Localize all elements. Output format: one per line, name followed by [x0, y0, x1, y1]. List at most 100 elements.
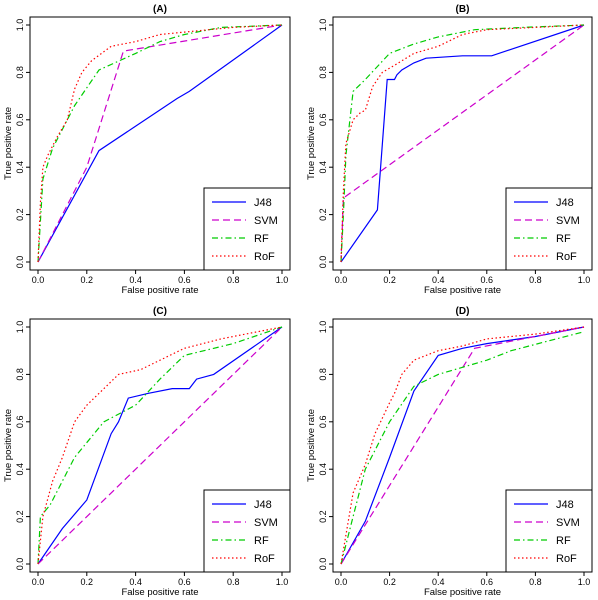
x-axis-label: False positive rate [424, 285, 501, 296]
y-tick-label: 0.8 [318, 368, 328, 381]
x-tick-label: 0.8 [529, 275, 542, 285]
y-tick-label: 0.2 [318, 510, 328, 523]
legend: J48 SVM RF RoF [203, 489, 291, 573]
y-tick-label: 0.2 [318, 208, 328, 221]
series-line-rof [340, 326, 585, 565]
x-tick-label: 0.2 [383, 577, 396, 587]
x-tick-label: 0.2 [81, 577, 94, 587]
series-line-rf [37, 326, 283, 565]
series-line-rof [340, 24, 585, 263]
legend-label: RoF [556, 553, 577, 565]
x-axis-label: False positive rate [424, 587, 501, 598]
y-tick-label: 0.2 [15, 510, 25, 523]
panel-4: (D) 0.0 0.2 0.4 0.6 0.8 1.0 0.0 0.2 0.4 0.6 0.8 1.0 F… [306, 306, 593, 598]
y-tick-label: 0.6 [318, 114, 328, 127]
x-tick-label: 0.4 [129, 275, 142, 285]
x-tick-label: 1.0 [578, 275, 591, 285]
series-line-rof [37, 326, 283, 565]
y-axis-label: True positive rate [306, 409, 317, 482]
legend-label: J48 [254, 197, 272, 209]
y-tick-label: 0.8 [15, 66, 25, 79]
y-tick-label: 1.0 [15, 19, 25, 32]
legend-label: RoF [254, 553, 275, 565]
x-tick-label: 0.4 [432, 275, 445, 285]
y-tick-label: 0.4 [318, 463, 328, 476]
panel-2: (B) 0.0 0.2 0.4 0.6 0.8 1.0 0.0 0.2 0.4 0.6 0.8 1.0 F… [306, 4, 593, 296]
series-line-svm [37, 326, 283, 565]
x-tick-label: 0.0 [32, 275, 45, 285]
x-tick-label: 0.0 [32, 577, 45, 587]
panel-title: (C) [153, 306, 167, 317]
y-tick-label: 0.0 [15, 256, 25, 269]
y-tick-label: 1.0 [318, 19, 328, 32]
series-line-j48 [37, 326, 283, 565]
legend-label: J48 [556, 499, 574, 511]
x-tick-label: 1.0 [578, 577, 591, 587]
panel-title: (A) [153, 4, 167, 15]
x-axis-label: False positive rate [121, 285, 198, 296]
legend: J48 SVM RF RoF [505, 489, 593, 573]
y-tick-label: 0.6 [318, 416, 328, 429]
x-tick-label: 0.2 [81, 275, 94, 285]
series-line-j48 [37, 24, 283, 263]
series-line-j48 [340, 326, 585, 565]
x-tick-label: 1.0 [276, 577, 289, 587]
x-tick-label: 0.4 [129, 577, 142, 587]
legend-label: SVM [254, 517, 278, 529]
panel-3: (C) 0.0 0.2 0.4 0.6 0.8 1.0 0.0 0.2 0.4 0.6 0.8 1.0 F… [3, 306, 291, 598]
legend-label: SVM [556, 517, 580, 529]
plot-frame [332, 16, 593, 271]
legend-label: RoF [254, 251, 275, 263]
panel-title: (B) [456, 4, 470, 15]
y-tick-label: 0.0 [318, 256, 328, 269]
x-tick-label: 0.6 [178, 275, 191, 285]
legend-label: RoF [556, 251, 577, 263]
x-tick-label: 1.0 [276, 275, 289, 285]
y-tick-label: 0.6 [15, 416, 25, 429]
y-axis-label: True positive rate [3, 107, 14, 180]
legend-label: SVM [254, 215, 278, 227]
legend-box [505, 489, 593, 573]
y-tick-label: 0.6 [15, 114, 25, 127]
panel-1: (A) 0.0 0.2 0.4 0.6 0.8 1.0 0.0 0.2 0.4 0.6 0.8 1.0 F… [3, 4, 291, 296]
series-line-rf [340, 24, 585, 263]
legend-box [203, 489, 291, 573]
legend: J48 SVM RF RoF [505, 187, 593, 271]
plot-frame [29, 16, 291, 271]
y-tick-label: 0.8 [15, 368, 25, 381]
legend-label: J48 [556, 197, 574, 209]
plot-frame [29, 318, 291, 573]
x-axis-label: False positive rate [121, 587, 198, 598]
y-tick-label: 0.4 [15, 463, 25, 476]
legend-box [505, 187, 593, 271]
legend-box [203, 187, 291, 271]
series-line-rof [37, 24, 283, 263]
legend-label: SVM [556, 215, 580, 227]
x-tick-label: 0.0 [335, 577, 348, 587]
series-line-svm [340, 326, 585, 565]
legend-label: RF [556, 535, 571, 547]
legend-label: RF [556, 233, 571, 245]
x-tick-label: 0.6 [481, 577, 494, 587]
x-tick-label: 0.4 [432, 577, 445, 587]
y-tick-label: 1.0 [15, 321, 25, 334]
series-line-j48 [340, 24, 585, 263]
x-tick-label: 0.2 [383, 275, 396, 285]
legend-label: J48 [254, 499, 272, 511]
legend-label: RF [254, 535, 269, 547]
series-line-svm [37, 24, 283, 263]
x-tick-label: 0.8 [227, 275, 240, 285]
series-line-rf [37, 24, 283, 263]
x-tick-label: 0.8 [529, 577, 542, 587]
x-tick-label: 0.6 [481, 275, 494, 285]
x-tick-label: 0.8 [227, 577, 240, 587]
x-tick-label: 0.0 [335, 275, 348, 285]
y-tick-label: 0.4 [15, 161, 25, 174]
legend: J48 SVM RF RoF [203, 187, 291, 271]
y-axis-label: True positive rate [306, 107, 317, 180]
series-line-rf [340, 331, 585, 565]
plot-frame [332, 318, 593, 573]
panel-title: (D) [456, 306, 470, 317]
y-tick-label: 0.0 [318, 558, 328, 571]
